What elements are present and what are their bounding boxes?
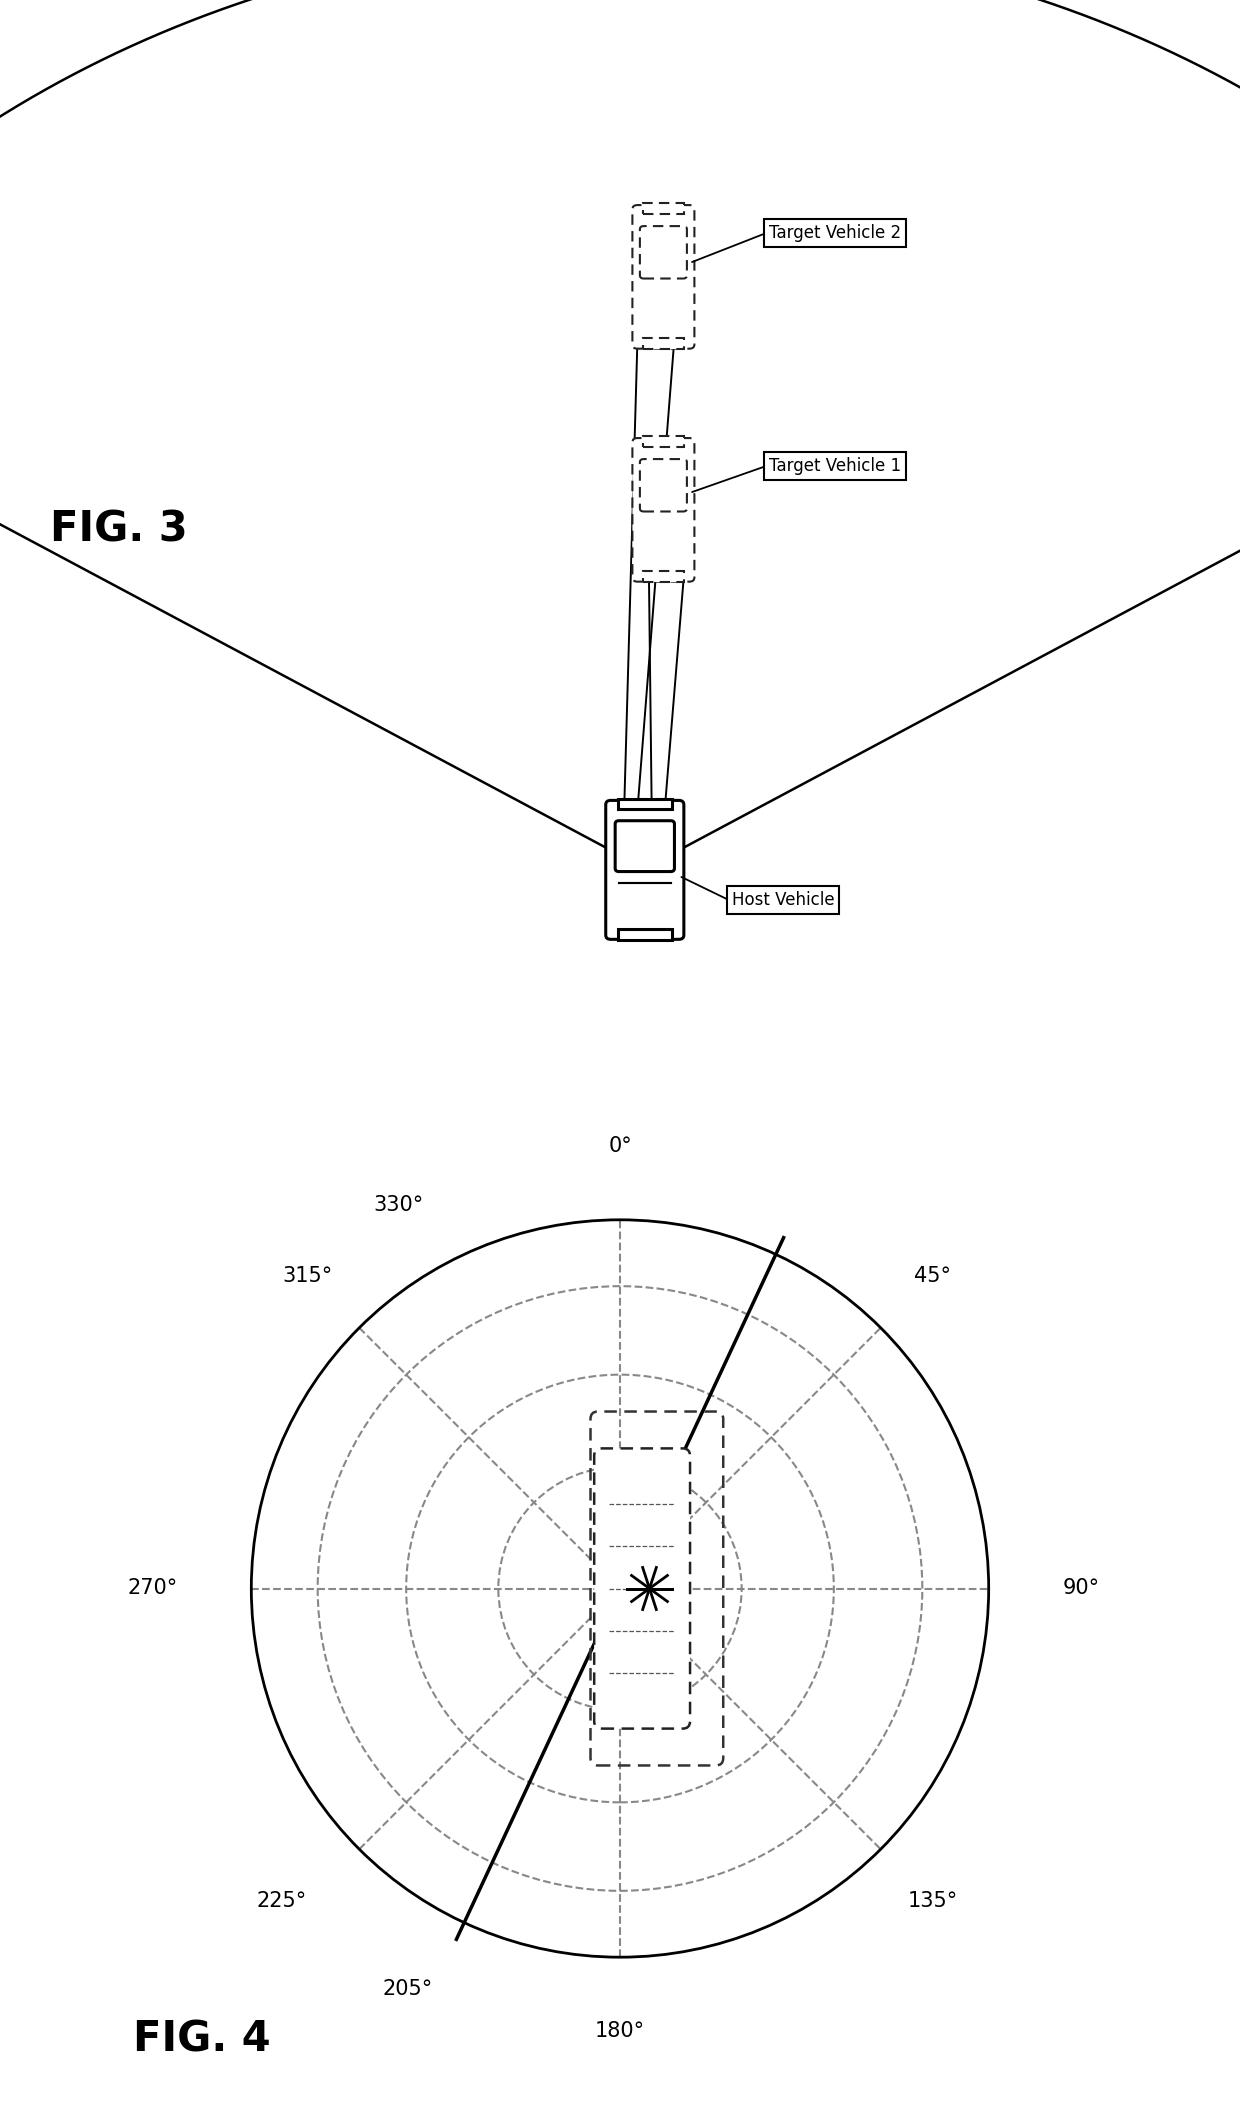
FancyBboxPatch shape xyxy=(640,460,687,510)
FancyBboxPatch shape xyxy=(615,820,675,873)
FancyBboxPatch shape xyxy=(605,801,684,940)
Bar xyxy=(642,572,684,582)
Bar xyxy=(618,798,672,809)
FancyBboxPatch shape xyxy=(594,1449,689,1728)
Text: 180°: 180° xyxy=(595,2021,645,2042)
FancyBboxPatch shape xyxy=(632,205,694,349)
Text: FIG. 4: FIG. 4 xyxy=(134,2018,272,2061)
FancyBboxPatch shape xyxy=(640,227,687,277)
Text: 0°: 0° xyxy=(608,1135,632,1156)
Bar xyxy=(642,436,684,447)
Bar xyxy=(642,339,684,349)
FancyBboxPatch shape xyxy=(632,438,694,582)
Text: 135°: 135° xyxy=(908,1891,959,1910)
Text: 90°: 90° xyxy=(1063,1578,1100,1599)
Text: FIG. 3: FIG. 3 xyxy=(50,508,187,551)
Bar xyxy=(618,930,672,940)
Text: 225°: 225° xyxy=(257,1891,308,1910)
Text: Target Vehicle 1: Target Vehicle 1 xyxy=(769,457,901,474)
Text: 315°: 315° xyxy=(281,1267,332,1286)
Text: 270°: 270° xyxy=(128,1578,177,1599)
Text: Host Vehicle: Host Vehicle xyxy=(732,892,835,909)
Bar xyxy=(642,203,684,214)
Text: 45°: 45° xyxy=(914,1267,951,1286)
Text: Target Vehicle 2: Target Vehicle 2 xyxy=(769,225,901,241)
Text: 205°: 205° xyxy=(383,1980,433,1999)
Text: 330°: 330° xyxy=(373,1195,424,1216)
